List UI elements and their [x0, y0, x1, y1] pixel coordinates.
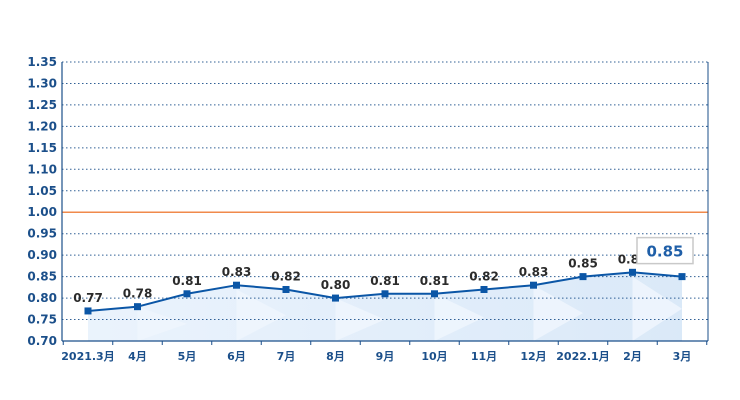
callout: 0.85 — [636, 236, 694, 265]
x-tick-label: 12月 — [520, 350, 546, 363]
area-decoration — [632, 276, 682, 341]
data-label: 0.81 — [420, 274, 450, 288]
x-tick-label: 11月 — [471, 350, 497, 363]
data-label: 0.77 — [73, 291, 103, 305]
data-point — [332, 294, 339, 302]
y-tick-label: 1.00 — [27, 205, 57, 219]
x-tick-labels: 2021.3月 4月 5月 6月 7月 8月 9月 10月 11月 12月 2022.1月 2月 3月 — [61, 350, 691, 363]
data-point — [134, 303, 141, 311]
x-tick-label: 8月 — [326, 350, 345, 363]
area-decoration — [335, 298, 385, 341]
data-point — [282, 285, 290, 293]
y-tick-label: 1.10 — [27, 162, 57, 176]
y-tick-label: 1.35 — [27, 55, 57, 69]
area-decoration — [137, 306, 187, 341]
y-tick-label: 1.20 — [27, 119, 57, 133]
y-tick-label: 0.80 — [27, 291, 57, 305]
x-tick-label: 9月 — [376, 350, 395, 363]
data-label: 0.83 — [222, 265, 252, 279]
data-point — [480, 285, 488, 293]
y-tick-label: 1.15 — [27, 141, 57, 155]
data-label: 0.78 — [123, 287, 153, 301]
y-tick-label: 1.25 — [27, 98, 57, 112]
x-tick-label: 7月 — [277, 350, 296, 363]
area-fill — [88, 272, 682, 341]
data-point — [530, 281, 537, 289]
y-tick-label: 1.30 — [27, 76, 57, 90]
data-point — [431, 290, 438, 298]
y-tick-label: 1.05 — [27, 184, 57, 198]
area-decoration — [533, 285, 583, 341]
data-points — [84, 268, 686, 315]
x-tick-label: 10月 — [421, 350, 447, 363]
area-decoration — [236, 289, 286, 341]
data-label: 0.80 — [321, 278, 351, 292]
x-tick-label: 5月 — [178, 350, 197, 363]
axes — [61, 62, 709, 345]
callout-box — [636, 236, 694, 265]
data-point — [381, 290, 389, 298]
y-tick-label: 0.70 — [27, 334, 57, 348]
y-tick-label: 0.75 — [27, 313, 57, 327]
data-point — [183, 290, 191, 298]
x-tick-label: 4月 — [128, 350, 147, 363]
data-label: 0.82 — [271, 269, 301, 283]
y-tick-label: 0.95 — [27, 227, 57, 241]
data-label: 0.82 — [469, 269, 499, 283]
data-labels: 0.77 0.78 0.81 0.83 0.82 0.80 0.81 0.81 0.82 0.83… — [73, 252, 647, 305]
callout-label: 0.85 — [646, 243, 683, 261]
gridlines — [62, 61, 708, 321]
data-point — [84, 307, 92, 315]
x-tick-label: 2022.1月 — [556, 350, 609, 363]
x-tick-label: 3月 — [673, 350, 692, 363]
data-label: 0.83 — [519, 265, 549, 279]
y-tick-labels: 0.70 0.75 0.80 0.85 0.90 0.95 1.00 1.05 1.10 1.15… — [27, 55, 57, 348]
data-point — [629, 268, 636, 276]
data-label: 0.81 — [172, 274, 202, 288]
x-tick-label: 2021.3月 — [61, 350, 114, 363]
area-decoration — [434, 293, 484, 341]
data-point — [678, 273, 686, 281]
data-label: 0.81 — [370, 274, 400, 288]
y-tick-label: 0.85 — [27, 270, 57, 284]
data-point — [233, 281, 240, 289]
y-tick-label: 0.90 — [27, 248, 57, 262]
x-tick-label: 6月 — [227, 350, 246, 363]
data-label: 0.85 — [568, 257, 598, 271]
data-point — [579, 273, 587, 281]
x-tick-label: 2月 — [623, 350, 642, 363]
